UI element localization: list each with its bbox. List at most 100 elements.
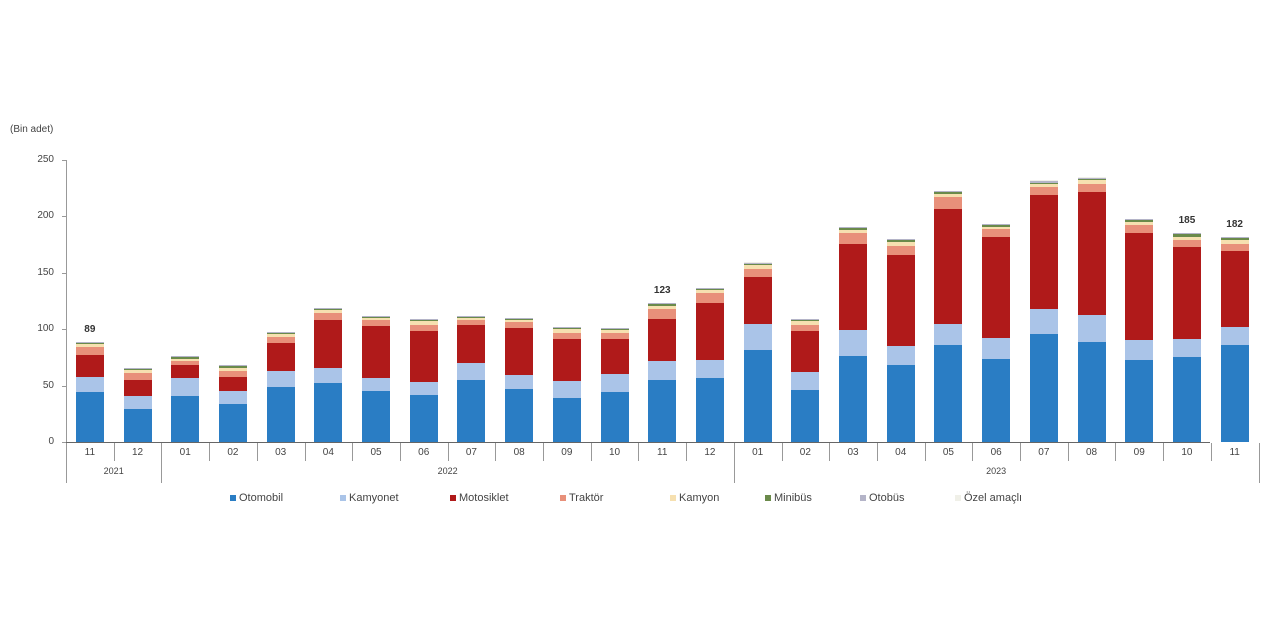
legend-label: Otomobil xyxy=(239,492,284,504)
bar-segment-minibs xyxy=(505,319,534,321)
bar-segment-traktr xyxy=(695,293,724,304)
bar-segment-kamyon xyxy=(695,289,724,294)
bar-segment-minibs xyxy=(1220,237,1249,241)
bar-segment-motosiklet xyxy=(886,254,915,347)
legend-label: Otobüs xyxy=(869,492,905,504)
legend-label: Özel amaçlı xyxy=(964,492,1023,504)
bar-12 xyxy=(648,303,677,442)
legend-label: Motosiklet xyxy=(459,492,509,504)
y-tick-label: 0 xyxy=(48,436,54,447)
y-tick-mark xyxy=(62,216,66,218)
bar-segment-traktr xyxy=(409,324,438,332)
x-separator xyxy=(1258,443,1260,483)
bar-segment-traktr xyxy=(600,332,629,340)
bar-total-label: 185 xyxy=(1178,215,1196,227)
x-separator xyxy=(829,443,831,461)
bar-9 xyxy=(505,317,534,442)
legend-swatch-icon xyxy=(670,495,676,501)
x-tick-label: 09 xyxy=(1133,447,1145,458)
legend-item: Kamyonet xyxy=(340,492,450,504)
bar-segment-kamyon xyxy=(1220,240,1249,244)
bar-segment-otobs xyxy=(75,341,104,343)
bar-segment-otobs xyxy=(1172,233,1201,235)
year-group-label: 2021 xyxy=(103,466,124,476)
bar-segment-traktr xyxy=(1172,240,1201,247)
legend-item: Otobüs xyxy=(860,492,955,504)
bar-segment-otobs xyxy=(886,239,915,241)
bar-total-label: 89 xyxy=(84,323,96,335)
bar-segment-traktr xyxy=(1125,225,1154,234)
bar-segment-motosiklet xyxy=(695,303,724,360)
bar-segment-otomobil xyxy=(552,398,581,442)
y-tick-mark xyxy=(62,385,66,387)
bar-segment-otomobil xyxy=(648,379,677,442)
bar-segment-minibs xyxy=(75,342,104,344)
bar-17 xyxy=(886,239,915,442)
legend-swatch-icon xyxy=(340,495,346,501)
bar-0 xyxy=(75,341,104,442)
bar-segment-otomobil xyxy=(600,392,629,442)
legend-label: Minibüs xyxy=(774,492,812,504)
bar-segment-kamyonet xyxy=(1077,314,1106,342)
bar-segment-motosiklet xyxy=(648,319,677,361)
bar-segment-kamyonet xyxy=(934,323,963,345)
bar-segment-zelamal xyxy=(1077,176,1106,179)
x-separator xyxy=(972,443,974,461)
bar-segment-minibs xyxy=(552,328,581,330)
x-tick-label: 12 xyxy=(704,447,716,458)
y-axis-line xyxy=(66,160,67,442)
bar-20 xyxy=(1029,180,1058,442)
bar-segment-kamyonet xyxy=(839,330,868,357)
bar-segment-kamyonet xyxy=(600,374,629,393)
bar-segment-otobs xyxy=(934,190,963,192)
bar-segment-kamyon xyxy=(123,369,152,374)
x-tick-label: 06 xyxy=(990,447,1002,458)
bar-segment-kamyon xyxy=(218,367,247,371)
bar-segment-traktr xyxy=(1220,243,1249,252)
bar-segment-motosiklet xyxy=(1125,233,1154,341)
legend-swatch-icon xyxy=(860,495,866,501)
x-separator xyxy=(733,443,735,483)
bar-segment-motosiklet xyxy=(1220,251,1249,327)
y-tick-mark xyxy=(62,160,66,161)
x-tick-label: 10 xyxy=(608,447,621,458)
bar-segment-kamyonet xyxy=(648,360,677,380)
bar-segment-traktr xyxy=(505,322,534,329)
y-tick-mark xyxy=(62,442,66,443)
bar-segment-otomobil xyxy=(123,409,152,442)
bar-segment-kamyonet xyxy=(123,395,152,410)
bar-22 xyxy=(1125,218,1154,442)
bar-segment-motosiklet xyxy=(362,325,391,378)
bar-segment-kamyonet xyxy=(266,370,295,387)
x-tick-label: 12 xyxy=(131,447,144,458)
x-separator xyxy=(590,443,592,461)
legend-swatch-icon xyxy=(955,495,961,501)
bar-segment-zelamal xyxy=(1029,180,1058,182)
x-separator xyxy=(304,443,306,461)
x-tick-label: 01 xyxy=(752,447,764,458)
bar-segment-kamyonet xyxy=(1125,340,1154,360)
y-tick-label: 50 xyxy=(42,379,54,391)
legend-label: Traktör xyxy=(569,492,604,504)
bar-segment-kamyon xyxy=(457,317,486,321)
bar-6 xyxy=(362,315,391,442)
bar-segment-kamyonet xyxy=(505,375,534,389)
bar-segment-otobs xyxy=(1029,181,1058,183)
legend-item: Otomobil xyxy=(230,492,340,504)
bar-segment-motosiklet xyxy=(839,243,868,331)
bar-segment-otomobil xyxy=(839,356,868,442)
x-tick-label: 02 xyxy=(227,447,239,458)
y-tick-mark xyxy=(62,329,66,331)
bar-16 xyxy=(839,226,868,442)
x-separator xyxy=(1163,443,1165,461)
bar-5 xyxy=(314,307,343,442)
bar-segment-kamyon xyxy=(505,320,534,323)
bar-segment-otobs xyxy=(457,315,486,317)
x-separator xyxy=(495,443,497,461)
bar-segment-minibs xyxy=(409,320,438,322)
bar-segment-otobs xyxy=(505,317,534,320)
x-tick-label: 11 xyxy=(84,447,96,458)
bar-segment-motosiklet xyxy=(743,277,772,324)
x-separator xyxy=(1115,443,1117,461)
